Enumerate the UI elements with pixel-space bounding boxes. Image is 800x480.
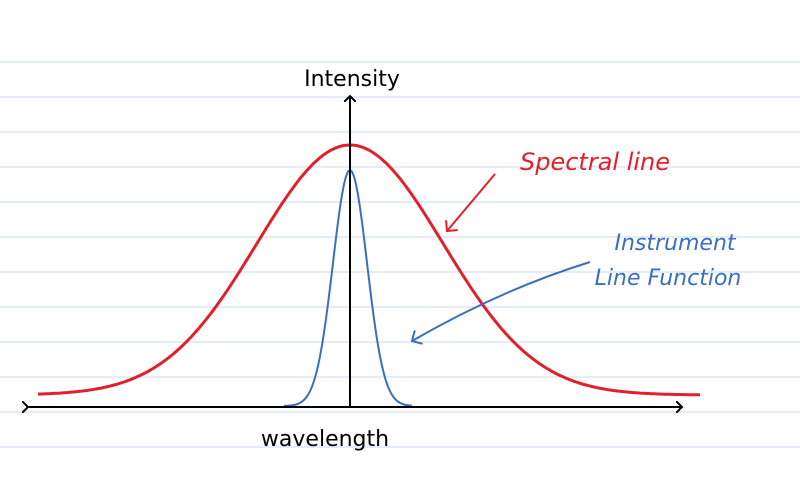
y-axis-label: Intensity [304, 67, 400, 92]
x-axis-label: wavelength [261, 427, 389, 452]
instrument-label: Instrument [614, 231, 736, 256]
spectral-arrow [447, 173, 496, 231]
instrument-function-curve [283, 168, 413, 407]
instrument-arrow [412, 261, 591, 341]
instrument-label: Line Function [595, 266, 742, 291]
spectral-line-label: Spectral line [520, 148, 670, 176]
spectral-line-curve [37, 143, 700, 397]
